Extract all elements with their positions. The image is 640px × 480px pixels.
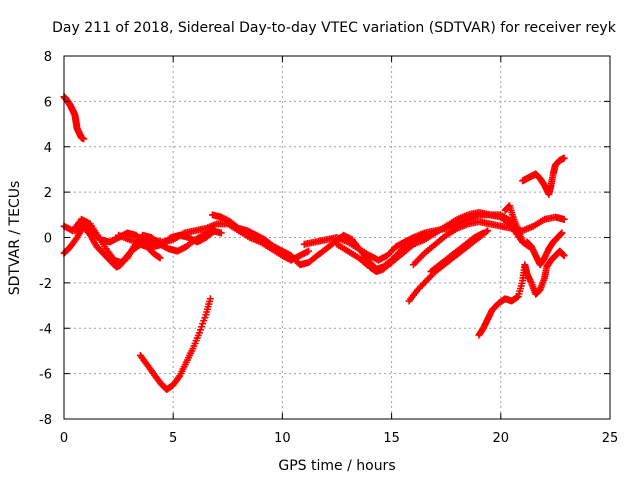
y-tick-label: -4 <box>39 322 52 337</box>
data-point <box>206 295 214 303</box>
x-tick-label: 15 <box>383 431 400 446</box>
data-points <box>60 93 568 394</box>
data-point <box>560 215 568 223</box>
axis-ticks: 0 5 10 15 20 25 -8 -6 -4 -2 0 2 4 6 8 <box>39 50 618 446</box>
series-arc-6 <box>300 211 522 264</box>
chart-title: Day 211 of 2018, Sidereal Day-to-day VTE… <box>52 20 617 36</box>
y-tick-label: 2 <box>44 186 52 201</box>
x-axis-label: GPS time / hours <box>278 458 395 474</box>
y-tick-label: -2 <box>39 277 52 292</box>
x-tick-label: 10 <box>274 431 291 446</box>
data-point <box>560 252 568 260</box>
series-arc-7 <box>333 209 533 276</box>
series-arc-10 <box>427 229 487 276</box>
x-tick-label: 20 <box>493 431 510 446</box>
x-tick-label: 25 <box>602 431 619 446</box>
y-tick-label: -8 <box>39 413 52 428</box>
data-point <box>80 135 88 143</box>
x-tick-label: 0 <box>60 431 68 446</box>
data-point <box>156 254 164 262</box>
data-point <box>479 229 487 237</box>
series-arc-12 <box>523 229 566 269</box>
y-axis-label: SDTVAR / TECUs <box>7 181 23 296</box>
data-point <box>175 373 183 381</box>
data-point <box>560 154 568 162</box>
data-point <box>211 227 219 235</box>
y-tick-label: 8 <box>44 50 52 65</box>
series-arc-11 <box>475 247 568 339</box>
data-point <box>209 228 217 236</box>
data-point <box>519 238 527 246</box>
y-tick-label: -6 <box>39 368 52 383</box>
series-arc-14 <box>519 154 568 198</box>
y-tick-label: 4 <box>44 141 52 156</box>
data-point <box>305 247 313 255</box>
y-tick-label: 6 <box>44 95 52 110</box>
series-arc-13 <box>501 202 527 246</box>
series-arc-15 <box>60 93 88 143</box>
data-point <box>558 229 566 237</box>
data-point <box>217 229 225 237</box>
series-arc-16 <box>136 295 214 394</box>
data-point <box>484 227 492 235</box>
y-tick-label: 0 <box>44 232 52 247</box>
x-tick-label: 5 <box>169 431 177 446</box>
